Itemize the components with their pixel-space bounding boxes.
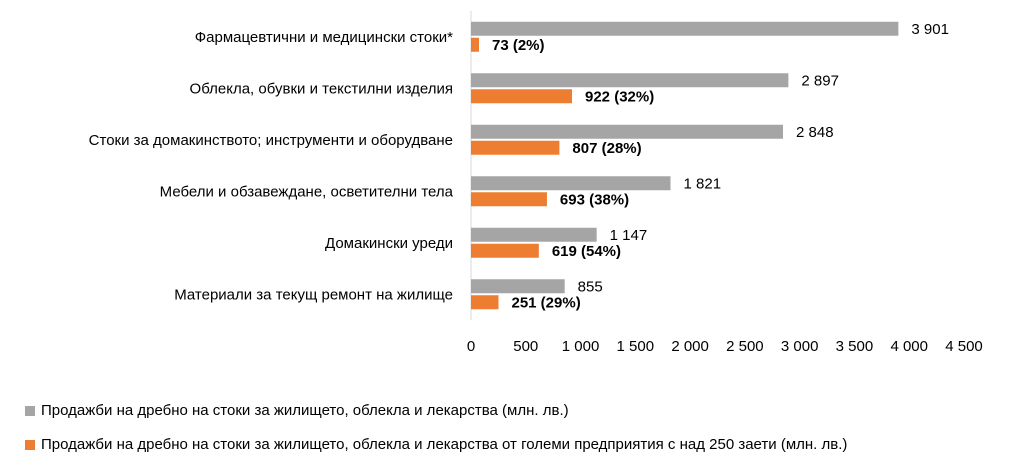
- x-tick-label: 3 500: [836, 338, 874, 355]
- bar-total: [471, 124, 784, 139]
- category-label: Стоки за домакинството; инструменти и об…: [89, 132, 453, 149]
- data-label-total: 1 147: [610, 227, 648, 244]
- bar-large-enterprises: [471, 192, 547, 207]
- bar-total: [471, 21, 899, 36]
- bar-large-enterprises: [471, 295, 499, 310]
- category-label: Мебели и обзавеждане, осветителни тела: [160, 183, 454, 200]
- bar-large-enterprises: [471, 243, 539, 258]
- bar-large-enterprises: [471, 89, 573, 104]
- legend-item-large: Продажби на дребно на стоки за жилището,…: [25, 436, 847, 453]
- x-tick-label: 500: [513, 338, 538, 355]
- category-label: Материали за текущ ремонт на жилище: [174, 286, 453, 303]
- bar-total: [471, 176, 671, 191]
- x-tick-label: 3 000: [781, 338, 819, 355]
- category-label: Фармацевтични и медицински стоки*: [195, 29, 453, 46]
- data-label-total: 3 901: [911, 21, 949, 38]
- legend-swatch-large: [25, 439, 35, 450]
- data-label-large-enterprises: 922 (32%): [585, 88, 654, 105]
- x-tick-label: 2 500: [726, 338, 764, 355]
- x-tick-label: 2 000: [671, 338, 709, 355]
- data-label-large-enterprises: 807 (28%): [572, 140, 641, 157]
- category-label: Домакински уреди: [325, 235, 453, 252]
- bar-large-enterprises: [471, 37, 479, 52]
- data-label-large-enterprises: 693 (38%): [560, 191, 629, 208]
- data-label-total: 855: [578, 278, 603, 295]
- bar-total: [471, 279, 565, 294]
- legend-swatch-total: [25, 405, 35, 416]
- bar-total: [471, 227, 597, 242]
- x-tick-label: 1 000: [562, 338, 600, 355]
- legend-item-total: Продажби на дребно на стоки за жилището,…: [25, 402, 569, 419]
- x-tick-label: 4 000: [890, 338, 928, 355]
- data-label-large-enterprises: 73 (2%): [492, 37, 545, 54]
- x-tick-label: 4 500: [945, 338, 983, 355]
- x-tick-label: 1 500: [617, 338, 655, 355]
- x-tick-label: 0: [467, 338, 475, 355]
- category-label: Облекла, обувки и текстилни изделия: [190, 80, 453, 97]
- data-label-large-enterprises: 619 (54%): [552, 243, 621, 260]
- legend-label-total: Продажби на дребно на стоки за жилището,…: [41, 402, 569, 419]
- data-label-large-enterprises: 251 (29%): [511, 294, 580, 311]
- bar-large-enterprises: [471, 140, 560, 155]
- bar-total: [471, 73, 789, 88]
- legend-label-large: Продажби на дребно на стоки за жилището,…: [41, 436, 848, 453]
- data-label-total: 2 897: [801, 72, 839, 89]
- data-label-total: 1 821: [684, 175, 722, 192]
- data-label-total: 2 848: [796, 124, 834, 141]
